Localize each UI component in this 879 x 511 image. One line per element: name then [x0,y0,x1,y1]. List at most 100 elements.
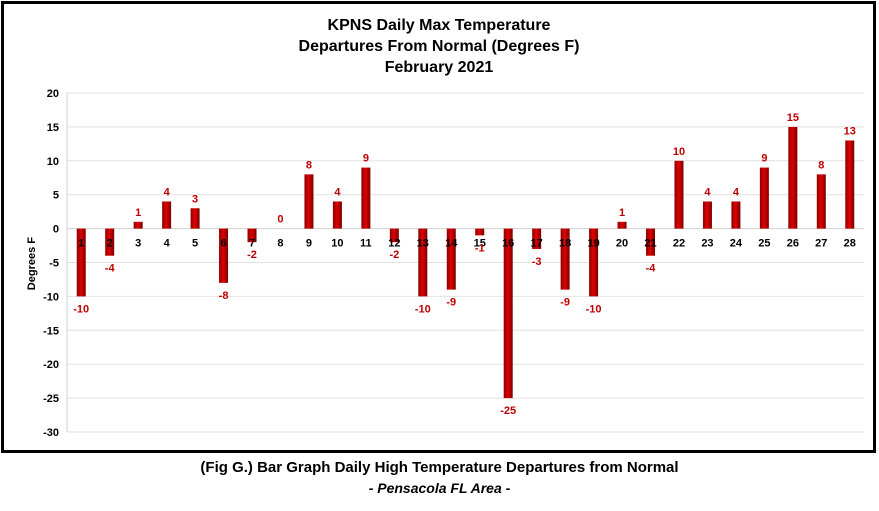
chart-title-line-1: KPNS Daily Max Temperature [328,17,551,34]
bar-day-20 [617,221,627,229]
bar-day-22 [674,160,684,229]
y-tick-label: 0 [53,224,59,236]
data-label-day-16: -25 [500,405,516,417]
data-labels: -10-4143-8-20849-2-10-9-1-25-3-9-101-410… [73,112,856,417]
bar-day-7 [247,228,257,243]
data-label-day-17: -3 [532,256,542,268]
x-tick-label: 6 [220,238,226,250]
bar-day-11 [361,167,371,229]
x-tick-label: 19 [587,238,599,250]
x-tick-label: 23 [701,238,713,250]
data-label-day-27: 8 [818,159,824,171]
data-label-day-25: 9 [761,153,767,165]
data-label-day-26: 15 [787,112,799,124]
bar-day-27 [816,174,826,229]
data-label-day-11: 9 [363,153,369,165]
data-label-day-10: 4 [334,186,341,198]
x-tick-label: 18 [559,238,571,250]
figure-caption: (Fig G.) Bar Graph Daily High Temperatur… [0,458,879,498]
data-label-day-7: -2 [247,249,257,261]
bar-day-5 [190,208,200,229]
x-tick-label: 5 [192,238,198,250]
x-tick-label: 22 [673,238,685,250]
bar-day-25 [759,167,769,229]
caption-line-1: (Fig G.) Bar Graph Daily High Temperatur… [200,459,679,476]
data-label-day-23: 4 [704,186,711,198]
x-tick-label: 3 [135,238,141,250]
bar-day-24 [731,201,741,229]
data-label-day-6: -8 [219,290,229,302]
x-tick-label: 21 [644,238,656,250]
x-tick-label: 1 [78,238,84,250]
data-label-day-22: 10 [673,146,685,158]
data-label-day-2: -4 [105,263,116,275]
x-tick-label: 15 [474,238,486,250]
x-tick-label: 27 [815,238,827,250]
data-label-day-4: 4 [164,186,171,198]
bars [76,126,855,399]
data-label-day-3: 1 [135,207,141,219]
data-label-day-15: -1 [475,242,485,254]
bar-day-1 [76,228,86,297]
y-tick-label: 5 [53,190,59,202]
x-tick-label: 4 [164,238,171,250]
x-tick-label: 20 [616,238,628,250]
bar-day-18 [560,228,570,290]
bar-day-2 [105,228,115,256]
bar-day-13 [418,228,428,297]
bar-day-15 [475,228,485,236]
x-tick-label: 8 [277,238,283,250]
x-tick-label: 16 [502,238,514,250]
x-tick-label: 26 [787,238,799,250]
x-tick-label: 11 [360,238,372,250]
data-label-day-8: 0 [277,214,283,226]
data-label-day-20: 1 [619,207,625,219]
data-label-day-5: 3 [192,193,198,205]
bar-day-6 [219,228,229,283]
bar-day-16 [503,228,513,399]
y-tick-label: -5 [49,258,59,270]
x-axis-ticks: 1 2 3 4 5 6 7 8 9 10 11 12 13 14 15 16 17 18 19 20 21 22 23 24 2… [78,238,856,250]
y-tick-label: 20 [47,88,59,100]
caption-line-2: - Pensacola FL Area - [368,480,511,496]
chart-title-line-2: Departures From Normal (Degrees F) [299,38,580,55]
y-tick-label: -30 [43,427,59,439]
bar-day-14 [446,228,456,290]
bar-day-23 [702,201,712,229]
y-tick-label: 10 [47,156,59,168]
data-label-day-24: 4 [733,186,740,198]
y-tick-label: -20 [43,359,59,371]
bar-day-12 [389,228,399,243]
chart-title-line-3: February 2021 [385,59,494,76]
bar-day-17 [532,228,542,249]
x-tick-label: 24 [730,238,743,250]
data-label-day-1: -10 [73,303,89,315]
x-tick-label: 2 [107,238,113,250]
y-tick-label: 15 [47,122,59,134]
y-tick-label: -10 [43,291,59,303]
data-label-day-14: -9 [446,297,456,309]
data-label-day-28: 13 [844,125,856,137]
chart-frame: KPNS Daily Max Temperature Departures Fro… [1,1,876,453]
bar-day-4 [162,201,172,229]
chart-title: KPNS Daily Max Temperature Departures Fro… [299,17,580,76]
x-tick-label: 25 [758,238,770,250]
x-tick-label: 28 [844,238,856,250]
bar-day-9 [304,174,314,229]
x-tick-label: 17 [531,238,543,250]
chart-svg: KPNS Daily Max Temperature Departures Fro… [26,17,864,439]
gridlines [66,92,864,433]
bar-day-10 [332,201,342,229]
x-tick-label: 13 [417,238,429,250]
data-label-day-9: 8 [306,159,312,171]
x-tick-label: 14 [445,238,458,250]
bar-day-3 [133,221,143,229]
data-label-day-13: -10 [415,303,431,315]
x-tick-label: 10 [331,238,343,250]
y-axis-title: Degrees F [26,237,38,290]
y-axis-ticks: 20 15 10 5 0 -5 -10 -15 -20 -25 -30 [43,88,59,439]
data-label-day-19: -10 [586,303,602,315]
x-tick-label: 9 [306,238,312,250]
x-tick-label: 12 [388,238,400,250]
data-label-day-18: -9 [560,297,570,309]
